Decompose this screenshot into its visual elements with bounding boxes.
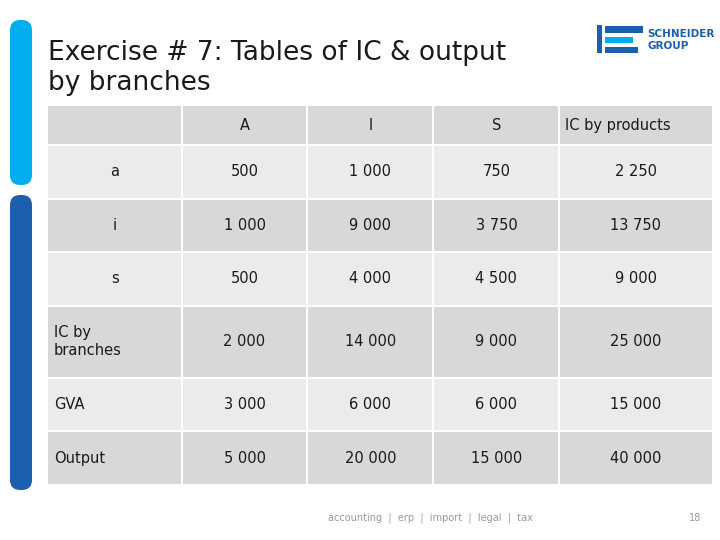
Bar (181, 253, 183, 305)
Bar (307, 307, 308, 377)
Bar (181, 106, 183, 144)
Bar (307, 433, 308, 484)
Bar (558, 379, 560, 430)
Bar (558, 106, 560, 144)
Text: 13 750: 13 750 (610, 218, 661, 233)
Text: 2 000: 2 000 (223, 334, 266, 349)
FancyBboxPatch shape (10, 195, 32, 490)
Text: 18: 18 (689, 513, 701, 523)
Bar (605, 47, 638, 53)
Bar (48, 106, 712, 144)
Bar (48, 307, 712, 377)
Text: GROUP: GROUP (647, 41, 688, 51)
Text: 15 000: 15 000 (610, 397, 661, 412)
Bar (605, 37, 633, 43)
Bar (48, 379, 712, 430)
Text: 14 000: 14 000 (345, 334, 396, 349)
Bar (433, 307, 434, 377)
Text: IC by products: IC by products (565, 118, 671, 133)
Bar (48, 200, 712, 251)
Bar (48, 146, 712, 198)
Text: 9 000: 9 000 (475, 334, 518, 349)
Bar (307, 146, 308, 198)
Bar (181, 433, 183, 484)
Text: 6 000: 6 000 (349, 397, 392, 412)
Bar (605, 26, 643, 33)
Bar (558, 200, 560, 251)
Text: Exercise # 7: Tables of IC & output: Exercise # 7: Tables of IC & output (48, 40, 506, 66)
Text: GVA: GVA (54, 397, 84, 412)
Text: accounting  |  erp  |  import  |  legal  |  tax: accounting | erp | import | legal | tax (328, 513, 532, 523)
Bar (558, 307, 560, 377)
Text: SCHNEIDER: SCHNEIDER (647, 29, 714, 39)
Text: 2 250: 2 250 (615, 164, 657, 179)
Bar (433, 379, 434, 430)
Bar (433, 253, 434, 305)
Text: I: I (369, 118, 372, 133)
Text: 40 000: 40 000 (610, 451, 662, 465)
Bar (307, 253, 308, 305)
Bar (181, 200, 183, 251)
Bar (307, 106, 308, 144)
Text: 20 000: 20 000 (345, 451, 396, 465)
Text: s: s (111, 272, 119, 286)
Text: A: A (240, 118, 250, 133)
Text: IC by
branches: IC by branches (54, 325, 122, 359)
Bar (558, 433, 560, 484)
Bar (433, 146, 434, 198)
Text: 6 000: 6 000 (475, 397, 518, 412)
Text: Output: Output (54, 451, 105, 465)
Bar (181, 146, 183, 198)
Text: 5 000: 5 000 (223, 451, 266, 465)
Bar (307, 200, 308, 251)
Bar (181, 307, 183, 377)
Text: 750: 750 (482, 164, 510, 179)
Text: by branches: by branches (48, 70, 211, 96)
Text: 1 000: 1 000 (349, 164, 392, 179)
Bar (597, 25, 602, 53)
Text: 25 000: 25 000 (610, 334, 662, 349)
Text: 3 750: 3 750 (475, 218, 517, 233)
Text: 500: 500 (230, 272, 258, 286)
Bar (433, 433, 434, 484)
Bar (181, 379, 183, 430)
Bar (433, 200, 434, 251)
Bar (558, 146, 560, 198)
Text: 4 500: 4 500 (475, 272, 518, 286)
Text: 9 000: 9 000 (349, 218, 392, 233)
Text: 1 000: 1 000 (223, 218, 266, 233)
Text: 15 000: 15 000 (471, 451, 522, 465)
Text: 3 000: 3 000 (224, 397, 266, 412)
FancyBboxPatch shape (10, 20, 32, 185)
Bar (558, 253, 560, 305)
Text: S: S (492, 118, 501, 133)
Text: 4 000: 4 000 (349, 272, 392, 286)
Text: a: a (110, 164, 120, 179)
Bar (433, 106, 434, 144)
Bar (48, 253, 712, 305)
Bar (48, 433, 712, 484)
Text: i: i (113, 218, 117, 233)
Text: 9 000: 9 000 (615, 272, 657, 286)
Text: 500: 500 (230, 164, 258, 179)
Bar (307, 379, 308, 430)
